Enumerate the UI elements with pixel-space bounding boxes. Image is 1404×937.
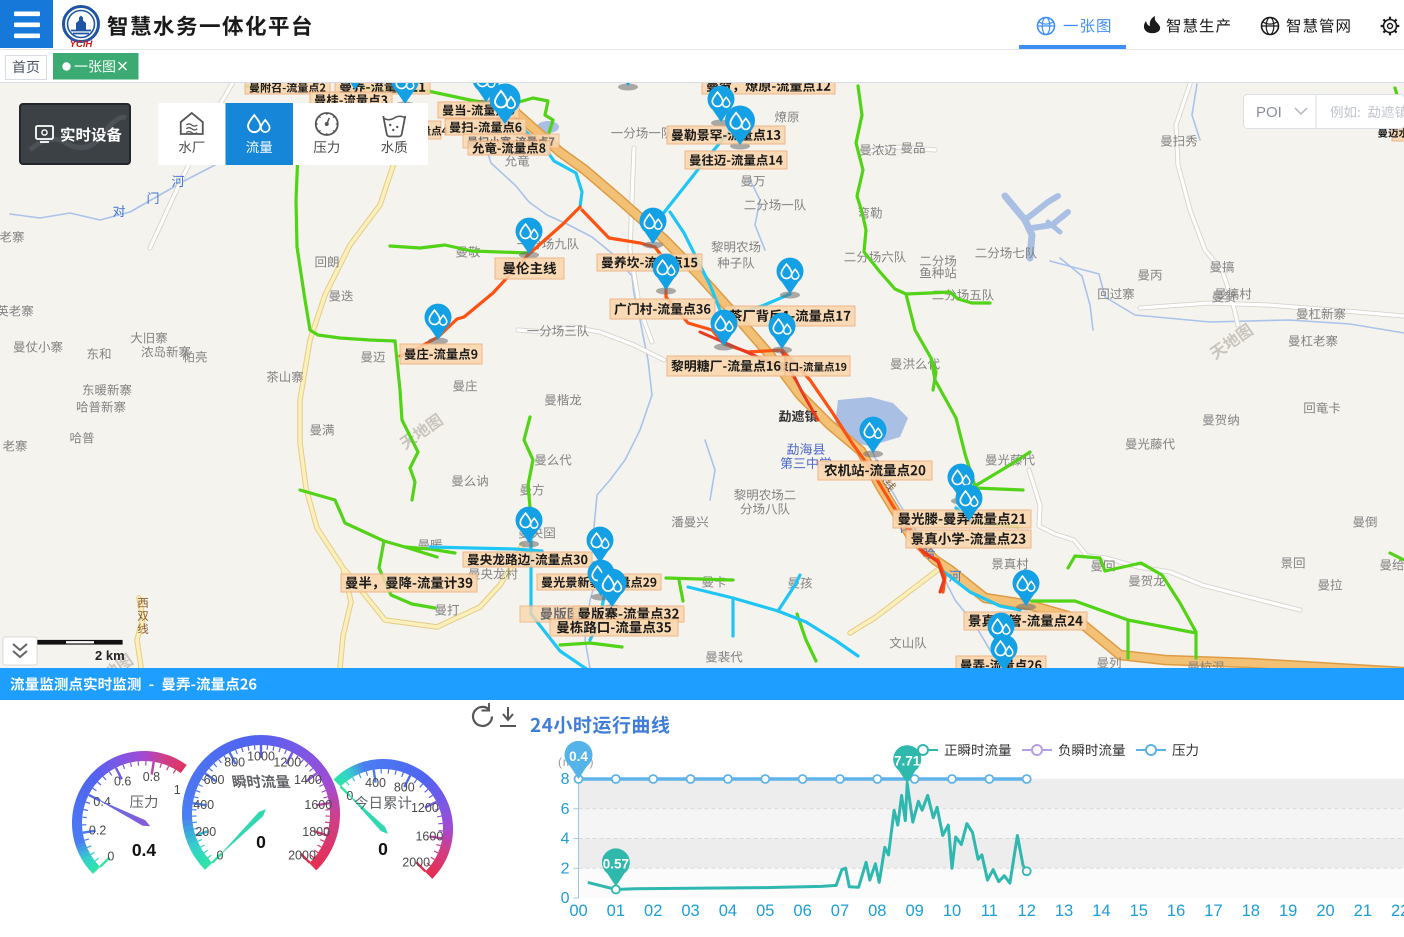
svg-text:400: 400 (193, 798, 214, 812)
svg-text:1200: 1200 (411, 801, 439, 815)
svg-text:16: 16 (1167, 902, 1185, 920)
svg-text:19: 19 (1279, 902, 1297, 920)
svg-text:22: 22 (1391, 902, 1404, 920)
svg-text:1200: 1200 (273, 756, 301, 770)
svg-text:01: 01 (607, 902, 625, 920)
svg-text:1800: 1800 (302, 825, 330, 839)
svg-text:0: 0 (107, 849, 114, 863)
svg-text:8: 8 (561, 771, 570, 788)
svg-text:10: 10 (943, 902, 961, 920)
svg-text:800: 800 (224, 756, 245, 770)
svg-text:800: 800 (394, 780, 415, 794)
svg-text:14: 14 (1092, 902, 1110, 920)
svg-text:0: 0 (217, 848, 224, 862)
svg-text:20: 20 (1316, 902, 1334, 920)
svg-text:2000: 2000 (402, 855, 430, 869)
svg-text:17: 17 (1204, 902, 1222, 920)
svg-text:0.57: 0.57 (603, 857, 629, 872)
svg-text:0: 0 (561, 890, 570, 907)
svg-text:YCIH: YCIH (70, 39, 94, 50)
svg-text:1000: 1000 (247, 749, 275, 763)
svg-text:02: 02 (644, 902, 662, 920)
svg-text:0.4: 0.4 (132, 840, 157, 860)
svg-text:12: 12 (1018, 902, 1036, 920)
svg-text:2 km: 2 km (95, 648, 125, 663)
svg-text:21: 21 (1354, 902, 1372, 920)
svg-text:POI: POI (1256, 104, 1282, 121)
svg-text:1: 1 (174, 783, 181, 797)
svg-text:7.71: 7.71 (894, 753, 921, 768)
svg-text:07: 07 (831, 902, 849, 920)
svg-text:08: 08 (868, 902, 886, 920)
svg-text:15: 15 (1130, 902, 1148, 920)
svg-text:0.6: 0.6 (114, 774, 131, 788)
svg-text:400: 400 (365, 776, 386, 790)
svg-text:13: 13 (1055, 902, 1073, 920)
svg-text:06: 06 (793, 902, 811, 920)
svg-text:600: 600 (204, 773, 225, 787)
svg-text:03: 03 (681, 902, 699, 920)
svg-text:0: 0 (256, 832, 266, 852)
svg-text:18: 18 (1242, 902, 1260, 920)
svg-text:0.8: 0.8 (143, 770, 160, 784)
svg-text:0: 0 (378, 839, 388, 859)
svg-text:09: 09 (905, 902, 923, 920)
svg-text:2000: 2000 (288, 848, 316, 862)
svg-text:05: 05 (756, 902, 774, 920)
svg-text:2: 2 (561, 860, 570, 877)
svg-text:6: 6 (561, 801, 570, 818)
svg-text:1600: 1600 (304, 798, 332, 812)
svg-text:0.2: 0.2 (89, 824, 106, 838)
svg-text:11: 11 (981, 902, 998, 920)
svg-text:00: 00 (569, 902, 587, 920)
svg-text:04: 04 (719, 902, 737, 920)
svg-text:1600: 1600 (415, 830, 443, 844)
svg-text:200: 200 (195, 825, 216, 839)
svg-text:1400: 1400 (294, 773, 322, 787)
svg-text:4: 4 (561, 831, 570, 848)
svg-text:0.4: 0.4 (569, 749, 588, 764)
